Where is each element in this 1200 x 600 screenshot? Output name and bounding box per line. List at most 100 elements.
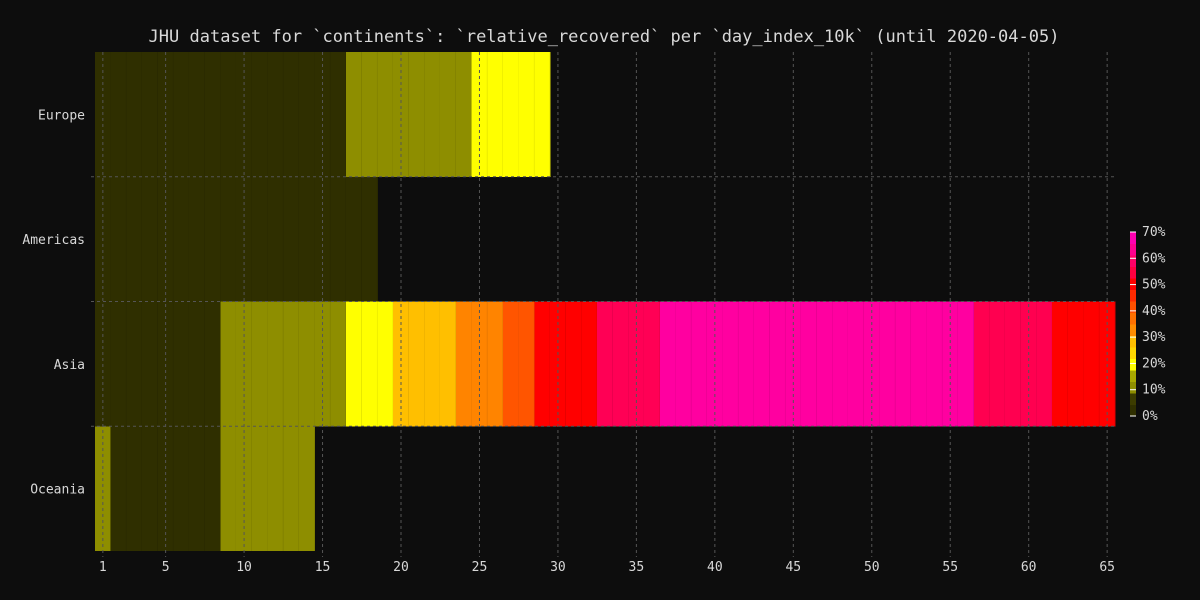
heatmap-cell-europe-6 (173, 52, 190, 177)
heatmap-cell-europe-23 (440, 52, 457, 177)
heatmap-cell-americas-8 (204, 176, 221, 302)
grid-lines (91, 52, 1115, 557)
heatmap-cell-asia-43 (754, 301, 771, 427)
heatmap-cell-asia-18 (361, 301, 378, 427)
heatmap-cell-oceania-7 (189, 426, 206, 551)
heatmap-cell-americas-3 (126, 176, 143, 302)
heatmap-cell-americas-13 (283, 176, 300, 302)
heatmap-cell-asia-23 (440, 301, 457, 427)
heatmap-cell-asia-36 (644, 301, 661, 427)
y-tick-label: Oceania (30, 483, 85, 498)
heatmap-cell-asia-25 (471, 301, 488, 427)
colorbar-tick-label: 20% (1142, 356, 1166, 371)
heatmap-cell-europe-29 (534, 52, 551, 177)
heatmap-cell-asia-5 (157, 301, 174, 427)
x-tick-label: 10 (236, 560, 252, 575)
heatmap-cell-oceania-8 (204, 426, 221, 551)
heatmap-cell-europe-27 (503, 52, 519, 177)
y-tick-label: Europe (38, 108, 85, 123)
y-tick-label: Americas (22, 233, 85, 248)
heatmap-cell-oceania-13 (283, 426, 300, 551)
heatmap-cell-asia-3 (126, 301, 143, 427)
heatmap-cell-europe-21 (408, 52, 425, 177)
heatmap-cell-americas-7 (189, 176, 206, 302)
heatmap-cell-oceania-10 (236, 426, 253, 551)
heatmap-cell-asia-14 (299, 301, 315, 427)
heatmap-cell-americas-4 (142, 176, 159, 302)
heatmap-cell-asia-31 (565, 301, 582, 427)
heatmap-cell-americas-9 (220, 176, 237, 302)
colorbar-step (1130, 393, 1136, 405)
colorbar-tick-label: 10% (1142, 383, 1166, 398)
heatmap-cell-asia-48 (832, 301, 849, 427)
heatmap-cell-europe-26 (487, 52, 504, 177)
heatmap-cell-oceania-11 (251, 426, 268, 551)
heatmap-cell-asia-52 (895, 301, 912, 427)
heatmap-cell-europe-16 (330, 52, 347, 177)
heatmap-cell-asia-61 (1036, 301, 1053, 427)
colorbar-step (1130, 312, 1136, 325)
x-tick-label: 25 (472, 560, 488, 575)
heatmap-cell-asia-13 (283, 301, 300, 427)
colorbar-step (1130, 358, 1136, 371)
heatmap-cell-europe-14 (299, 52, 315, 177)
x-tick-label: 20 (393, 560, 409, 575)
heatmap-cell-asia-19 (377, 301, 394, 427)
heatmap-cell-europe-4 (142, 52, 159, 177)
heatmap-cell-asia-60 (1020, 301, 1037, 427)
heatmap-cell-asia-11 (251, 301, 268, 427)
colorbar-step (1130, 335, 1136, 348)
colorbar-tick-label: 30% (1142, 330, 1166, 345)
heatmap-cell-asia-44 (769, 301, 786, 427)
heatmap-cell-asia-9 (220, 301, 237, 427)
colorbar-tick-label: 0% (1142, 409, 1158, 424)
heatmap-cell-asia-45 (785, 301, 802, 427)
x-tick-label: 35 (629, 560, 645, 575)
heatmap-cell-asia-47 (816, 301, 833, 427)
heatmap-cell-asia-16 (330, 301, 347, 427)
y-tick-label: Asia (54, 358, 85, 373)
heatmap-cell-americas-17 (346, 176, 363, 302)
heatmap-cell-americas-6 (173, 176, 190, 302)
x-tick-label: 45 (785, 560, 801, 575)
heatmap-cell-asia-53 (911, 301, 927, 427)
x-tick-label: 65 (1099, 560, 1115, 575)
x-tick-label: 30 (550, 560, 566, 575)
heatmap-cell-asia-17 (346, 301, 363, 427)
x-tick-label: 5 (162, 560, 170, 575)
heatmap-cell-asia-33 (597, 301, 614, 427)
heatmap-cell-europe-8 (204, 52, 221, 177)
heatmap-cell-asia-21 (408, 301, 425, 427)
heatmap-cell-asia-30 (550, 301, 567, 427)
heatmap-cells (95, 52, 1116, 551)
heatmap-cell-asia-6 (173, 301, 190, 427)
x-tick-label: 40 (707, 560, 723, 575)
x-tick-label: 55 (942, 560, 958, 575)
heatmap-cell-oceania-9 (220, 426, 237, 551)
colorbar-step (1130, 324, 1136, 336)
colorbar-step (1130, 404, 1136, 417)
heatmap-cell-oceania-14 (299, 426, 315, 551)
heatmap-cell-americas-16 (330, 176, 347, 302)
heatmap-cell-americas-14 (299, 176, 315, 302)
heatmap-cell-americas-11 (251, 176, 268, 302)
x-tick-label: 50 (864, 560, 880, 575)
heatmap-cell-asia-22 (424, 301, 441, 427)
colorbar-step (1130, 289, 1136, 302)
heatmap-cell-asia-20 (393, 301, 410, 427)
heatmap-cell-americas-18 (361, 176, 378, 302)
heatmap-cell-asia-34 (612, 301, 629, 427)
heatmap-cell-asia-41 (722, 301, 739, 427)
heatmap-cell-asia-4 (142, 301, 159, 427)
heatmap-cell-asia-57 (973, 301, 990, 427)
heatmap-cell-europe-7 (189, 52, 206, 177)
heatmap-cell-europe-12 (267, 52, 284, 177)
colorbar-tick-label: 70% (1142, 225, 1166, 240)
colorbar-step (1130, 232, 1136, 244)
heatmap-cell-asia-55 (942, 301, 959, 427)
colorbar-step (1130, 370, 1136, 382)
heatmap-cell-asia-7 (189, 301, 206, 427)
heatmap-cell-asia-29 (534, 301, 551, 427)
heatmap-cell-asia-8 (204, 301, 221, 427)
